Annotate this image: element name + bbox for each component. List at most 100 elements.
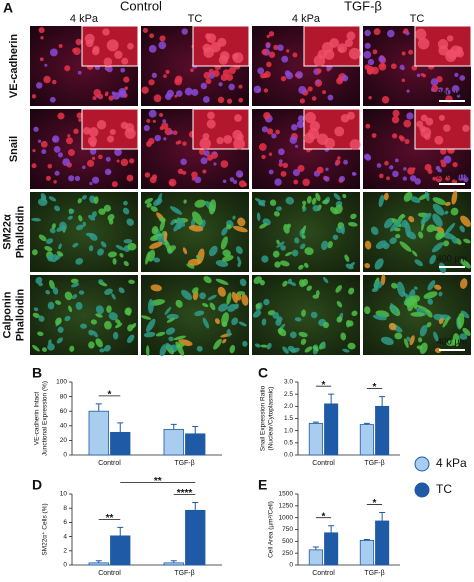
micrograph: [30, 108, 139, 189]
cell: [47, 301, 55, 310]
inset-cell: [109, 128, 116, 136]
cell: [302, 178, 310, 187]
y-axis-label: Snail Expression Ratio: [260, 385, 267, 451]
cell: [72, 48, 77, 53]
cell: [444, 175, 451, 181]
cell: [199, 292, 206, 300]
cell: [159, 126, 164, 131]
cell: [35, 276, 43, 285]
micrograph: 200 µm: [363, 108, 472, 189]
y-axis-label: Cell Area (µm²/Cell): [268, 501, 275, 558]
cell: [432, 197, 446, 206]
inset-cell: [324, 137, 336, 149]
cell: [194, 199, 206, 208]
cell: [390, 63, 397, 70]
cell: [173, 335, 187, 341]
cell: [285, 71, 294, 80]
cell: [85, 232, 94, 237]
cell: [278, 162, 283, 167]
inset-cell: [85, 39, 94, 48]
cell: [158, 112, 164, 118]
cell: [373, 281, 383, 289]
cell: [128, 279, 135, 285]
cell: [54, 170, 60, 176]
cell: [261, 126, 268, 133]
y-tick-label: 0.5: [284, 440, 293, 447]
cell: [256, 212, 261, 222]
cell: [440, 148, 447, 155]
cell: [112, 92, 121, 100]
y-tick-label: 4: [63, 533, 67, 540]
cell: [159, 220, 166, 232]
cell: [238, 97, 244, 103]
cell: [202, 303, 209, 308]
bar: [359, 539, 374, 566]
cell: [148, 45, 157, 53]
cell: [459, 333, 468, 341]
cell: [311, 197, 317, 205]
cell: [64, 291, 73, 301]
significance-label: *: [322, 380, 326, 391]
cell: [222, 249, 231, 257]
cell: [202, 317, 210, 329]
cell: [77, 70, 82, 75]
cell: [68, 305, 73, 313]
cell: [344, 254, 350, 262]
cell: [261, 318, 267, 326]
cell: [74, 175, 81, 182]
cell: [398, 135, 404, 140]
cell: [347, 222, 358, 227]
cell: [459, 258, 471, 269]
cell: [176, 217, 186, 227]
inset-cell: [216, 136, 224, 145]
cell: [387, 29, 395, 38]
cell: [75, 301, 83, 310]
cell: [191, 171, 198, 179]
error-bar: [117, 526, 124, 536]
cell: [298, 331, 308, 338]
cell: [426, 322, 432, 328]
y-tick-label: 1500: [279, 491, 294, 498]
cell: [233, 225, 248, 233]
cell: [431, 88, 435, 92]
cell: [40, 36, 44, 40]
group-label: TGF-β: [344, 0, 382, 13]
inset-cell: [303, 132, 315, 144]
cell: [206, 154, 213, 161]
cell: [372, 314, 387, 321]
cell: [163, 231, 168, 242]
cell: [336, 300, 343, 308]
cell: [322, 90, 327, 95]
cell: [166, 89, 175, 98]
cell: [282, 162, 289, 169]
cell: [277, 148, 285, 156]
inset-cell: [206, 33, 217, 43]
error-bar: [379, 511, 386, 521]
inset-cell: [415, 28, 427, 40]
cell: [388, 322, 397, 331]
error-bar: [117, 422, 124, 433]
cell: [88, 329, 94, 336]
cell: [371, 66, 379, 75]
cell: [391, 282, 398, 289]
cell: [226, 292, 232, 305]
cell: [294, 237, 300, 244]
cell: [350, 213, 357, 220]
cell: [406, 295, 415, 312]
bar: [308, 422, 323, 456]
cell: [51, 223, 56, 230]
cell: [280, 245, 286, 251]
cell: [236, 291, 246, 296]
cell: [149, 241, 163, 249]
cell: [91, 211, 97, 218]
bar: [110, 535, 131, 566]
cell: [207, 294, 217, 301]
cell: [441, 161, 447, 168]
cell: [194, 310, 205, 317]
cell: [53, 180, 57, 184]
cell: [47, 163, 53, 169]
cell: [131, 322, 137, 329]
cell: [214, 318, 220, 325]
cell: [417, 337, 423, 343]
cell: [277, 327, 287, 337]
